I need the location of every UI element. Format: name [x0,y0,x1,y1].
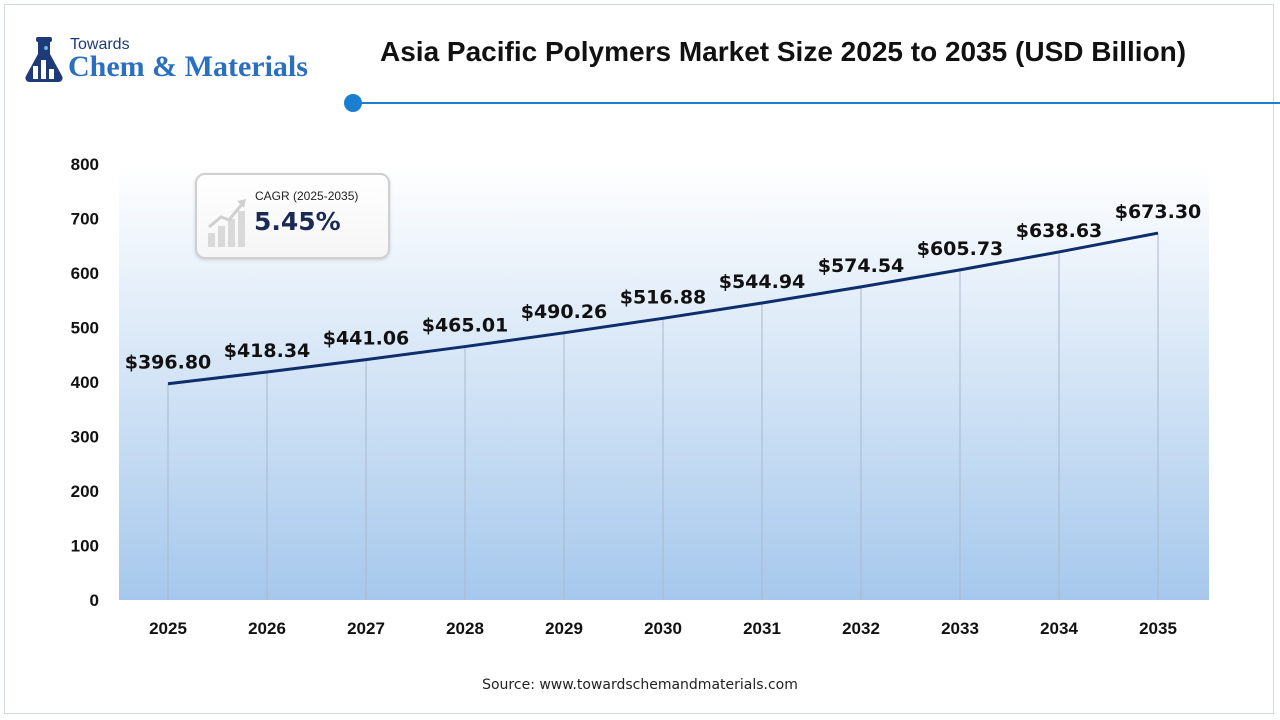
x-tick-label: 2026 [248,619,286,638]
data-label: $396.80 [125,352,212,374]
source-note: Source: www.towardschemandmaterials.com [482,677,798,693]
x-tick-label: 2034 [1040,619,1078,638]
y-tick-label: 100 [71,537,99,556]
x-tick-label: 2033 [941,619,979,638]
cagr-value: 5.45% [254,207,341,236]
series-line [167,231,1159,386]
data-label: $605.73 [917,238,1004,260]
x-tick-label: 2027 [347,619,385,638]
brand-logo: Towards Chem & Materials [22,34,342,88]
growth-chart-icon [208,199,246,247]
x-tick-label: 2035 [1139,619,1177,638]
logo-small-text: Towards [70,36,130,53]
logo-big-text: Chem & Materials [68,50,308,83]
cagr-label: CAGR (2025-2035) [255,189,359,203]
data-label: $673.30 [1115,201,1202,223]
cagr-callout: CAGR (2025-2035) 5.45% [195,173,390,259]
page-title: Asia Pacific Polymers Market Size 2025 t… [380,36,1187,67]
x-tick-label: 2025 [149,619,187,638]
data-label: $544.94 [719,271,806,293]
chart-frame [4,4,1274,714]
y-tick-label: 0 [90,591,99,610]
x-tick-label: 2028 [446,619,484,638]
data-label: $574.54 [818,255,905,277]
data-label: $516.88 [620,286,707,308]
data-label: $465.01 [422,315,509,337]
x-tick-label: 2032 [842,619,880,638]
data-label: $490.26 [521,301,608,323]
flask-logo-icon [25,37,63,83]
data-label: $441.06 [323,328,410,350]
x-tick-label: 2031 [743,619,781,638]
data-label: $418.34 [224,340,311,362]
y-tick-label: 700 [71,210,99,229]
title-divider [344,94,1280,112]
y-tick-label: 300 [71,428,99,447]
y-tick-label: 200 [71,482,99,501]
x-tick-label: 2029 [545,619,583,638]
y-tick-label: 600 [71,264,99,283]
y-tick-label: 400 [71,373,99,392]
y-tick-label: 500 [71,319,99,338]
data-label: $638.63 [1016,220,1103,242]
y-tick-label: 800 [71,155,99,174]
x-tick-label: 2030 [644,619,682,638]
